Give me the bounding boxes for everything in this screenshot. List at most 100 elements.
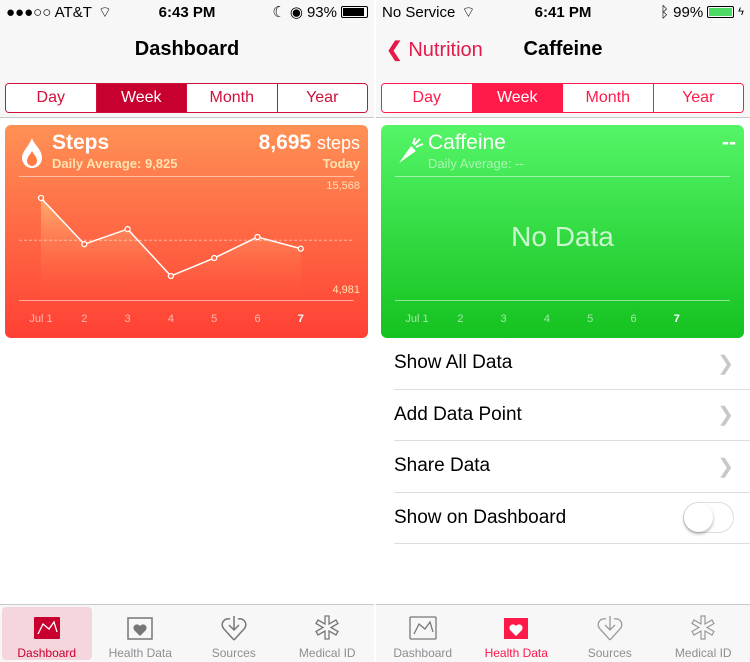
x-axis-label: 3 — [124, 313, 131, 325]
tab-health-data[interactable]: Health Data — [472, 607, 562, 660]
share-data-row[interactable]: Share Data ❯ — [394, 441, 750, 493]
divider — [19, 176, 354, 177]
data-point — [211, 254, 218, 262]
show-on-dashboard-row: Show on Dashboard — [394, 493, 750, 544]
x-axis-label: 5 — [211, 313, 218, 325]
x-axis-label: 4 — [167, 313, 174, 325]
page-title: Caffeine — [523, 37, 603, 60]
today-value: -- — [722, 131, 736, 154]
tab-label: Dashboard — [393, 646, 453, 660]
chevron-left-icon: ❮ — [386, 39, 403, 61]
tab-bar: Dashboard Health Data Sources Medical ID — [376, 604, 750, 662]
row-label: Add Data Point — [394, 403, 522, 425]
x-axis-label: 2 — [81, 313, 88, 325]
caffeine-card: Caffeine Daily Average: -- -- No Data Ju… — [381, 125, 744, 338]
card-title: Steps — [52, 131, 110, 154]
x-axis-label: 2 — [457, 313, 464, 325]
tab-sources[interactable]: Sources — [189, 607, 279, 660]
chevron-right-icon: ❯ — [717, 404, 734, 427]
x-axis-label: 3 — [500, 313, 507, 325]
daily-average: Daily Average: 9,825 — [52, 156, 178, 171]
page-title: Dashboard — [134, 37, 240, 60]
options-list: Show All Data ❯ Add Data Point ❯ Share Dat… — [376, 338, 750, 544]
today-value: 8,695 — [258, 131, 312, 154]
data-point — [254, 233, 261, 241]
segment-day[interactable]: Day — [6, 84, 96, 112]
data-point — [167, 272, 175, 280]
steps-chart — [19, 194, 354, 300]
wifi-icon: ⌔ — [97, 3, 112, 21]
carrot-icon — [399, 137, 424, 163]
sources-heart-icon — [597, 616, 623, 641]
add-data-point-row[interactable]: Add Data Point ❯ — [394, 390, 750, 441]
period-label: Today — [322, 156, 360, 171]
segment-week[interactable]: Week — [95, 84, 186, 112]
medical-star-icon — [691, 615, 716, 640]
moon-icon: ☾ — [272, 4, 286, 21]
area-fill — [41, 198, 301, 300]
tab-label: Dashboard — [17, 646, 77, 660]
tab-label: Medical ID — [298, 646, 356, 660]
x-axis-label: 6 — [630, 313, 637, 325]
battery-icon — [341, 6, 368, 18]
status-bar: No Service ⌔ 6:41 PM ᛒ 99% ϟ — [376, 0, 750, 24]
segment-week[interactable]: Week — [471, 84, 562, 112]
divider — [395, 300, 730, 301]
show-on-dashboard-toggle[interactable] — [683, 502, 734, 534]
tab-label: Health Data — [108, 646, 172, 660]
show-all-data-row[interactable]: Show All Data ❯ — [394, 338, 750, 390]
x-axis-label: Jul 1 — [29, 313, 53, 325]
chevron-right-icon: ❯ — [717, 455, 734, 478]
daily-average: Daily Average: -- — [428, 156, 524, 171]
segment-month[interactable]: Month — [186, 84, 277, 112]
battery-icon — [707, 6, 735, 18]
tab-dashboard[interactable]: Dashboard — [2, 607, 92, 660]
row-label: Show All Data — [394, 352, 513, 374]
divider — [395, 176, 730, 177]
tab-label: Sources — [211, 646, 256, 660]
health-folder-icon — [127, 617, 153, 640]
tab-dashboard[interactable]: Dashboard — [378, 607, 468, 660]
dashboard-icon — [409, 616, 437, 640]
rotation-lock-icon: ◉ — [289, 4, 303, 21]
steps-card[interactable]: Steps Daily Average: 9,825 8,695 steps T… — [5, 125, 368, 338]
x-axis-label: Jul 1 — [405, 313, 429, 325]
caffeine-screen: No Service ⌔ 6:41 PM ᛒ 99% ϟ ❮ Nutrition Ca… — [376, 0, 750, 662]
data-point — [81, 241, 88, 248]
tab-label: Medical ID — [674, 646, 732, 660]
battery-percent: 93% — [306, 3, 337, 21]
data-point — [297, 245, 304, 252]
chevron-right-icon: ❯ — [717, 352, 734, 375]
x-axis-label: 5 — [587, 313, 594, 325]
status-bar: ●●●○○ AT&T ⌔ 6:43 PM ☾ ◉ 93% — [0, 0, 374, 24]
y-max-label: 15,568 — [326, 180, 360, 192]
segment-month[interactable]: Month — [562, 84, 653, 112]
bluetooth-icon: ᛒ — [660, 3, 670, 21]
period-segmented-control: Day Week Month Year — [381, 83, 744, 113]
card-title: Caffeine — [428, 131, 506, 154]
medical-star-icon — [315, 615, 340, 640]
health-folder-icon — [504, 618, 529, 639]
flame-icon — [22, 138, 42, 168]
wifi-icon: ⌔ — [461, 3, 476, 21]
tab-medical-id[interactable]: Medical ID — [659, 607, 749, 660]
back-button[interactable]: ❮ Nutrition — [386, 37, 483, 62]
data-point — [37, 194, 45, 202]
tab-health-data[interactable]: Health Data — [96, 607, 186, 660]
tab-bar: Dashboard Health Data Sources Medical ID — [0, 604, 374, 662]
unit: steps — [316, 133, 360, 153]
x-axis-label: 7 — [297, 313, 304, 325]
tab-medical-id[interactable]: Medical ID — [283, 607, 373, 660]
carrier: No Service — [382, 3, 456, 21]
segment-day[interactable]: Day — [382, 84, 472, 112]
dashboard-icon — [33, 617, 60, 639]
divider — [19, 300, 354, 301]
sources-heart-icon — [221, 616, 247, 641]
segment-year[interactable]: Year — [276, 84, 367, 112]
tab-label: Health Data — [484, 646, 548, 660]
segment-year[interactable]: Year — [652, 84, 743, 112]
header: ●●●○○ AT&T ⌔ 6:43 PM ☾ ◉ 93% Dashboard Day… — [0, 0, 374, 118]
tab-sources[interactable]: Sources — [565, 607, 655, 660]
period-segmented-control: Day Week Month Year — [5, 83, 368, 113]
charging-icon: ϟ — [738, 6, 744, 18]
